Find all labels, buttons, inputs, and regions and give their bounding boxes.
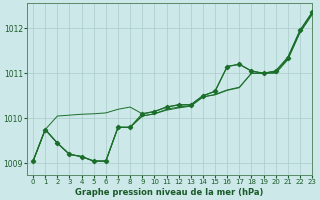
X-axis label: Graphe pression niveau de la mer (hPa): Graphe pression niveau de la mer (hPa) [76,188,264,197]
